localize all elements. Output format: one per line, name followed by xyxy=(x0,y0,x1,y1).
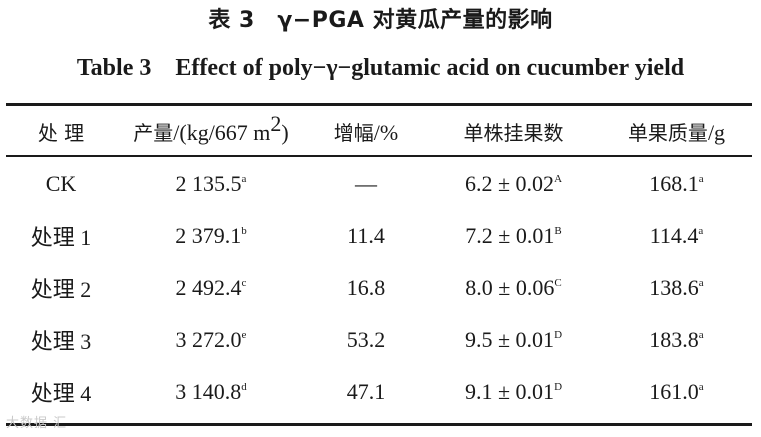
row-label: 处理 2 xyxy=(30,277,92,302)
table-title-english: Table 3 Effect of poly−γ−glutamic acid o… xyxy=(76,55,685,81)
fruits-cell: 9.5 ± 0.01D xyxy=(464,327,563,352)
fruits-cell: 6.2 ± 0.02A xyxy=(464,171,563,196)
header-row: 处 理 产量/(kg/667 m2) 增幅/% 单株挂果数 单果质量/g xyxy=(6,106,752,156)
yield-table: 处 理 产量/(kg/667 m2) 增幅/% 单株挂果数 单果质量/g CK … xyxy=(6,106,752,418)
weight-cell: 168.1a xyxy=(649,171,704,196)
header-rule xyxy=(6,155,752,157)
increase-cell: 53.2 xyxy=(346,327,386,352)
table-row: CK 2 135.5a — 6.2 ± 0.02A 168.1a xyxy=(6,158,752,210)
table-row: 处理 2 2 492.4c 16.8 8.0 ± 0.06C 138.6a xyxy=(6,262,752,314)
row-label: 处理 1 xyxy=(30,225,92,250)
fruits-cell: 8.0 ± 0.06C xyxy=(465,275,562,300)
table-title-chinese: 表 3 γ−PGA 对黄瓜产量的影响 xyxy=(208,8,553,33)
weight-cell: 114.4a xyxy=(649,223,704,248)
fruits-cell: 7.2 ± 0.01B xyxy=(465,223,562,248)
increase-cell: — xyxy=(355,171,377,196)
header-treatment: 处 理 xyxy=(37,120,85,145)
increase-cell: 16.8 xyxy=(346,275,386,300)
row-label: CK xyxy=(45,171,77,196)
weight-cell: 161.0a xyxy=(649,379,704,404)
yield-cell: 2 135.5a xyxy=(175,171,247,196)
bottom-rule xyxy=(6,423,752,426)
row-label: 处理 4 xyxy=(30,381,92,406)
increase-cell: 47.1 xyxy=(346,379,386,404)
table-row: 处理 4 3 140.8d 47.1 9.1 ± 0.01D 161.0a xyxy=(6,366,752,418)
yield-cell: 3 272.0e xyxy=(175,327,247,352)
fruits-cell: 9.1 ± 0.01D xyxy=(464,379,563,404)
watermark: 大数据 汇 xyxy=(6,416,68,431)
yield-cell: 2 379.1b xyxy=(175,223,247,248)
header-single-fruit-weight: 单果质量/g xyxy=(627,119,726,145)
top-rule xyxy=(6,103,752,106)
increase-cell: 11.4 xyxy=(347,223,385,248)
header-increase: 增幅/% xyxy=(333,119,399,145)
header-yield: 产量/(kg/667 m2) xyxy=(133,110,289,145)
table-row: 处理 1 2 379.1b 11.4 7.2 ± 0.01B 114.4a xyxy=(6,210,752,262)
weight-cell: 183.8a xyxy=(649,327,704,352)
yield-cell: 3 140.8d xyxy=(175,379,247,404)
yield-cell: 2 492.4c xyxy=(175,275,247,300)
table-row: 处理 3 3 272.0e 53.2 9.5 ± 0.01D 183.8a xyxy=(6,314,752,366)
weight-cell: 138.6a xyxy=(649,275,704,300)
header-fruits-per-plant: 单株挂果数 xyxy=(463,120,564,145)
row-label: 处理 3 xyxy=(30,329,92,354)
